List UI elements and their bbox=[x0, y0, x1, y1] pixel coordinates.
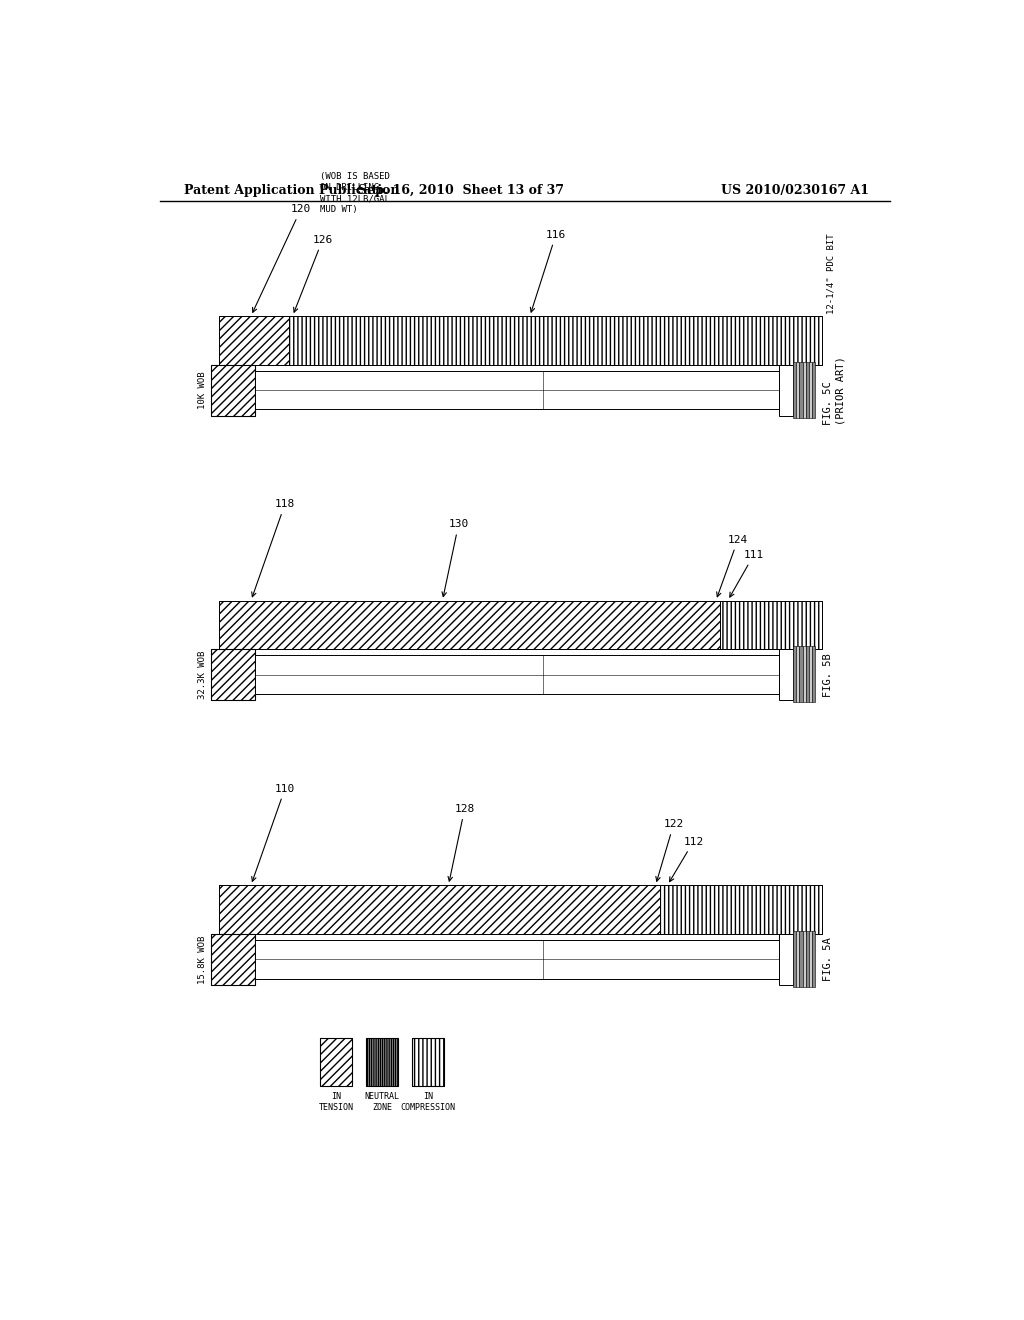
Bar bbox=[720, 601, 822, 649]
Bar bbox=[800, 931, 803, 987]
Bar bbox=[219, 601, 720, 649]
Text: NEUTRAL
ZONE: NEUTRAL ZONE bbox=[365, 1093, 399, 1111]
Text: 10K WOB: 10K WOB bbox=[199, 371, 207, 409]
Text: (WOB IS BASED
ON DRILLING
WITH 12LB/GAL
MUD WT): (WOB IS BASED ON DRILLING WITH 12LB/GAL … bbox=[321, 172, 390, 214]
Bar bbox=[797, 362, 800, 417]
Bar bbox=[211, 649, 255, 700]
Text: IN
COMPRESSION: IN COMPRESSION bbox=[400, 1093, 456, 1111]
Bar bbox=[806, 931, 809, 987]
Bar bbox=[809, 362, 812, 417]
Bar bbox=[219, 886, 659, 935]
Bar bbox=[778, 935, 793, 985]
Bar bbox=[803, 647, 806, 702]
Bar bbox=[806, 362, 809, 417]
Bar bbox=[211, 364, 255, 416]
Bar bbox=[812, 362, 815, 417]
Bar bbox=[803, 931, 806, 987]
Bar bbox=[778, 649, 793, 700]
Text: 112: 112 bbox=[670, 837, 703, 882]
Bar bbox=[255, 656, 778, 694]
Bar bbox=[812, 931, 815, 987]
Text: 122: 122 bbox=[655, 820, 684, 882]
Bar bbox=[778, 364, 793, 416]
Bar bbox=[219, 315, 289, 364]
Bar bbox=[800, 647, 803, 702]
Text: IN
TENSION: IN TENSION bbox=[318, 1093, 353, 1111]
Bar bbox=[800, 362, 803, 417]
Text: 126: 126 bbox=[294, 235, 333, 313]
Text: 128: 128 bbox=[449, 804, 475, 882]
Bar bbox=[219, 315, 289, 364]
Bar bbox=[211, 935, 255, 985]
Bar bbox=[720, 601, 822, 649]
Text: 111: 111 bbox=[730, 550, 764, 597]
Bar bbox=[289, 315, 822, 364]
Text: 124: 124 bbox=[717, 535, 749, 597]
Bar bbox=[219, 886, 659, 935]
Bar bbox=[797, 931, 800, 987]
Text: 120: 120 bbox=[253, 205, 311, 313]
Bar bbox=[367, 1038, 397, 1086]
Bar bbox=[793, 362, 797, 417]
Text: 116: 116 bbox=[530, 230, 566, 312]
Bar bbox=[211, 364, 255, 416]
Text: 32.3K WOB: 32.3K WOB bbox=[199, 651, 207, 698]
Text: Patent Application Publication: Patent Application Publication bbox=[183, 185, 399, 198]
Bar bbox=[255, 371, 778, 409]
Bar bbox=[659, 886, 822, 935]
Bar bbox=[659, 886, 822, 935]
Text: 118: 118 bbox=[252, 499, 295, 597]
Text: 15.8K WOB: 15.8K WOB bbox=[199, 935, 207, 983]
Bar bbox=[367, 1038, 397, 1086]
Text: 110: 110 bbox=[252, 784, 295, 882]
Bar bbox=[289, 315, 822, 364]
Bar bbox=[321, 1038, 352, 1086]
Bar bbox=[211, 935, 255, 985]
Bar bbox=[793, 931, 797, 987]
Bar bbox=[793, 647, 797, 702]
Bar bbox=[812, 647, 815, 702]
Bar bbox=[412, 1038, 443, 1086]
Text: FIG. 5B: FIG. 5B bbox=[823, 653, 834, 697]
Bar bbox=[412, 1038, 443, 1086]
Text: Sep. 16, 2010  Sheet 13 of 37: Sep. 16, 2010 Sheet 13 of 37 bbox=[358, 185, 564, 198]
Text: 130: 130 bbox=[442, 519, 469, 597]
Bar bbox=[219, 601, 720, 649]
Bar bbox=[809, 931, 812, 987]
Bar bbox=[803, 362, 806, 417]
Text: 12-1/4" PDC BIT: 12-1/4" PDC BIT bbox=[826, 234, 836, 314]
Bar bbox=[806, 647, 809, 702]
Text: US 2010/0230167 A1: US 2010/0230167 A1 bbox=[721, 185, 868, 198]
Bar bbox=[255, 940, 778, 978]
Bar bbox=[211, 649, 255, 700]
Bar bbox=[809, 647, 812, 702]
Text: FIG. 5C
(PRIOR ART): FIG. 5C (PRIOR ART) bbox=[823, 356, 846, 425]
Bar bbox=[321, 1038, 352, 1086]
Bar bbox=[797, 647, 800, 702]
Text: FIG. 5A: FIG. 5A bbox=[823, 937, 834, 981]
